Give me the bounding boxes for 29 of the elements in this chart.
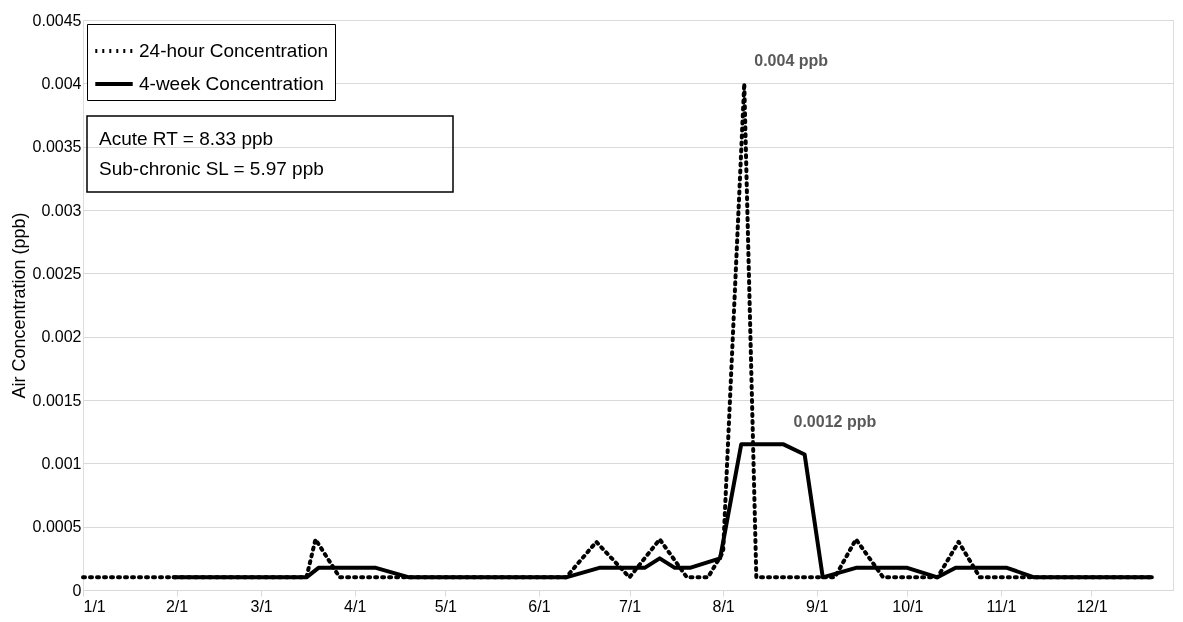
x-tick-label: 1/1 [83, 597, 106, 615]
x-tick-label: 9/1 [806, 597, 829, 615]
y-tick-label: 0 [72, 581, 82, 599]
y-tick-label: 0.002 [41, 328, 82, 346]
y-tick-label: 0.001 [41, 454, 82, 472]
x-tick-label: 8/1 [712, 597, 735, 615]
x-tick-label: 4/1 [344, 597, 367, 615]
x-tick-label: 5/1 [434, 597, 458, 615]
annotation: 0.004 ppb [754, 52, 829, 70]
legend-label: 4-week Concentration [139, 73, 324, 94]
x-tick-label: 3/1 [250, 597, 273, 615]
x-tick-label: 11/1 [986, 597, 1017, 615]
y-tick-label: 0.0005 [32, 518, 82, 536]
annotation: 0.0012 ppb [793, 413, 877, 431]
y-axis-title: Air Concentration (ppb) [8, 212, 29, 399]
y-tick-label: 0.004 [41, 74, 82, 92]
legend-label: 24-hour Concentration [139, 40, 329, 61]
y-tick-label: 0.003 [41, 201, 82, 219]
y-tick-label: 0.0025 [32, 264, 82, 282]
x-tick-label: 12/1 [1076, 597, 1108, 615]
y-tick-label: 0.0045 [32, 11, 82, 29]
annotation: Acute RT = 8.33 ppb [99, 128, 274, 149]
x-tick-label: 6/1 [528, 597, 551, 615]
x-tick-label: 10/1 [892, 597, 924, 615]
x-tick-label: 2/1 [165, 597, 189, 615]
annotation: Sub-chronic SL = 5.97 ppb [99, 158, 324, 179]
y-tick-label: 0.0035 [32, 138, 82, 156]
x-tick-label: 7/1 [618, 597, 642, 615]
y-tick-label: 0.0015 [32, 391, 82, 409]
